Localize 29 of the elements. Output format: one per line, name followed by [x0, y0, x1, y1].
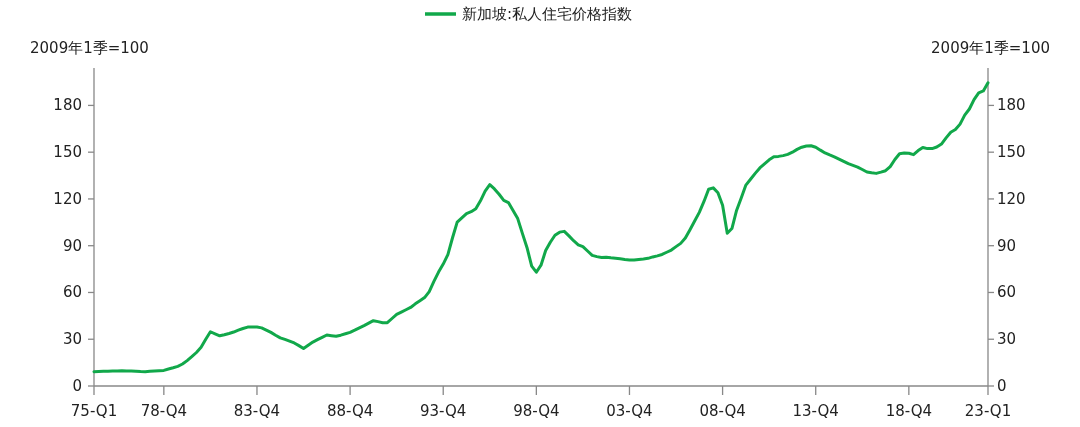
y-tick-label: 120	[53, 189, 82, 208]
y-tick-label: 60	[62, 283, 82, 302]
x-tick-label: 98-Q4	[513, 402, 560, 420]
y2-tick-label: 30	[997, 330, 1017, 349]
y-tick-label: 180	[53, 96, 82, 115]
x-tick-label: 88-Q4	[326, 402, 374, 420]
line-series	[92, 81, 990, 374]
x-tick-label: 75-Q1	[70, 402, 118, 420]
x-tick-label: 78-Q4	[140, 402, 188, 420]
y2-tick-label: 180	[997, 96, 1026, 115]
y-axis-title: 2009年1季=100	[30, 39, 149, 57]
y-tick-label: 90	[62, 236, 82, 255]
y-tick-label: 0	[72, 377, 82, 395]
x-tick-label: 03-Q4	[606, 402, 653, 420]
y2-tick-label: 150	[997, 143, 1026, 162]
x-tick-label: 18-Q4	[885, 402, 933, 420]
legend-label: 新加坡:私人住宅价格指数	[462, 5, 633, 23]
x-tick-label: 93-Q4	[420, 402, 467, 420]
y2-tick-label: 120	[997, 189, 1026, 208]
y2-tick-label: 0	[997, 377, 1007, 395]
x-tick-label: 83-Q4	[233, 402, 281, 420]
x-tick-label: 08-Q4	[699, 402, 746, 420]
y2-tick-label: 90	[997, 236, 1017, 255]
y2-tick-label: 60	[997, 283, 1017, 302]
y2-axis-title: 2009年1季=100	[931, 39, 1050, 57]
y-tick-label: 30	[62, 330, 82, 349]
x-tick-label: 23-Q1	[964, 402, 1012, 420]
x-tick-label: 13-Q4	[792, 402, 839, 420]
y-tick-label: 150	[53, 143, 82, 162]
